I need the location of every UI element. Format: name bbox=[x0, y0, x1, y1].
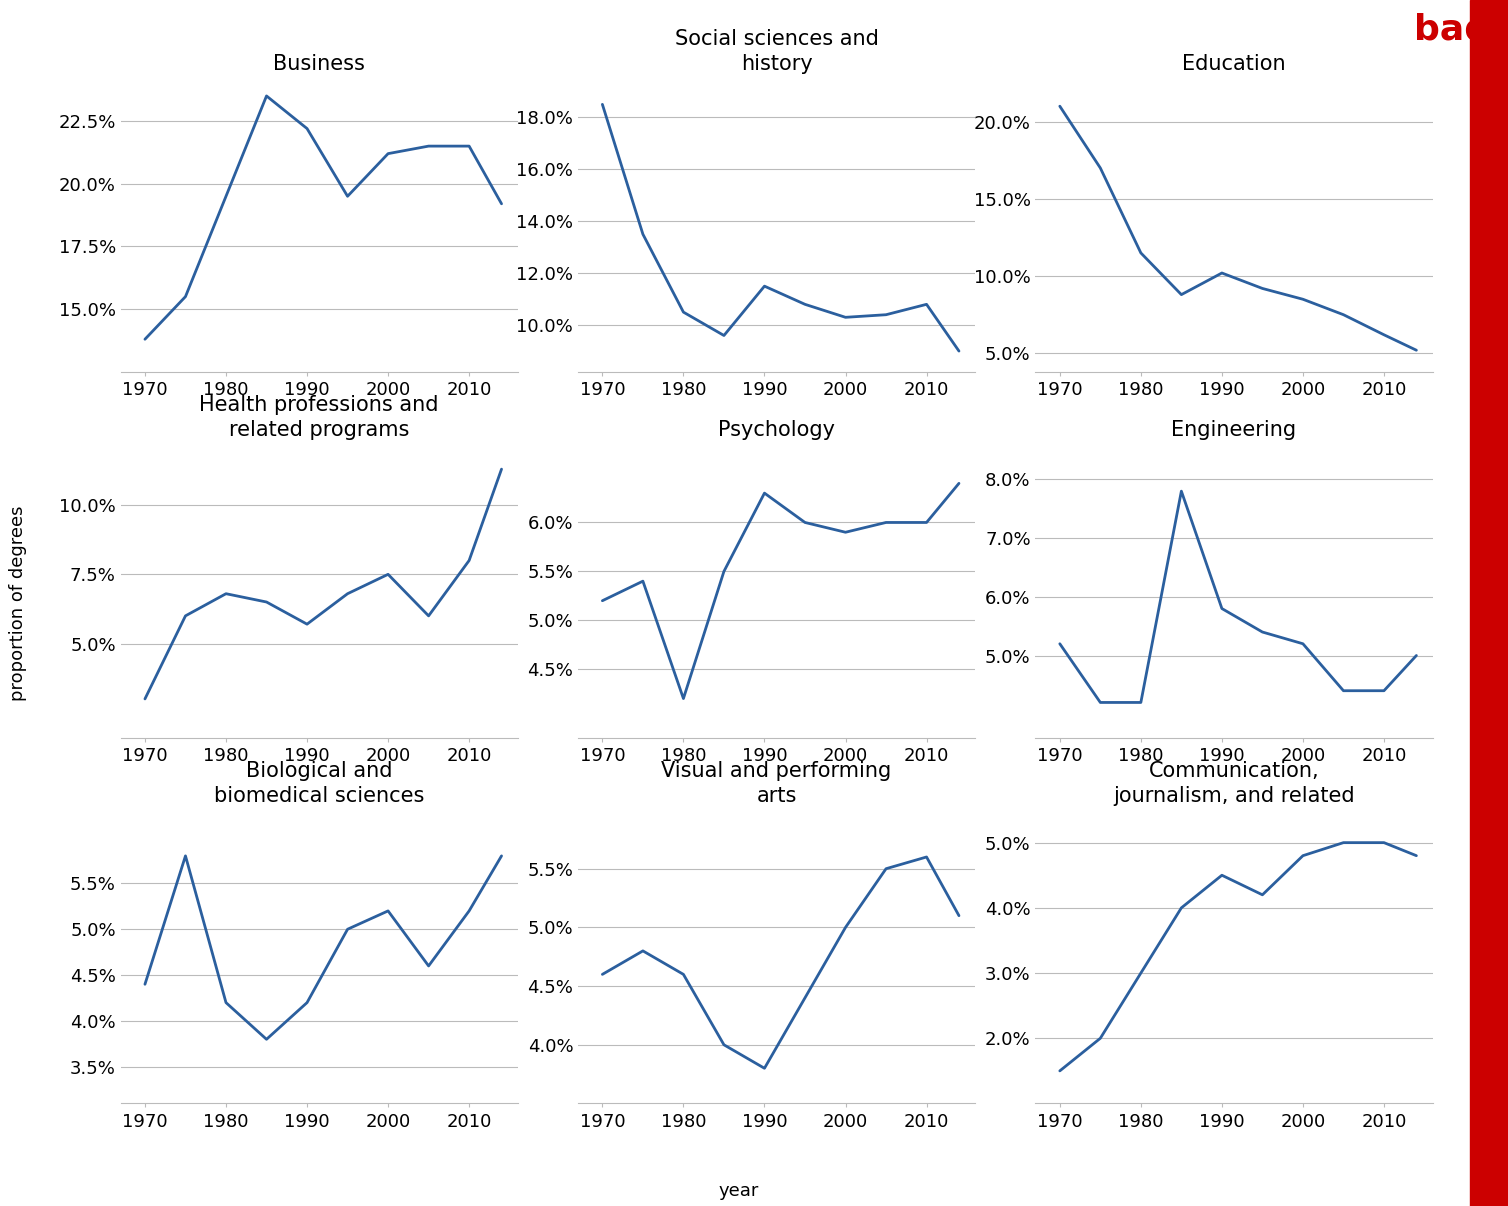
Title: Health professions and
related programs: Health professions and related programs bbox=[199, 396, 439, 440]
Text: bad: bad bbox=[1415, 12, 1490, 46]
Title: Social sciences and
history: Social sciences and history bbox=[674, 29, 879, 74]
Title: Biological and
biomedical sciences: Biological and biomedical sciences bbox=[214, 761, 424, 806]
Text: proportion of degrees: proportion of degrees bbox=[9, 505, 27, 701]
Title: Engineering: Engineering bbox=[1172, 420, 1297, 440]
Title: Business: Business bbox=[273, 54, 365, 74]
Title: Visual and performing
arts: Visual and performing arts bbox=[662, 761, 891, 806]
Title: Psychology: Psychology bbox=[718, 420, 835, 440]
Title: Education: Education bbox=[1182, 54, 1286, 74]
Text: year: year bbox=[719, 1182, 759, 1200]
Title: Communication,
journalism, and related: Communication, journalism, and related bbox=[1113, 761, 1354, 806]
